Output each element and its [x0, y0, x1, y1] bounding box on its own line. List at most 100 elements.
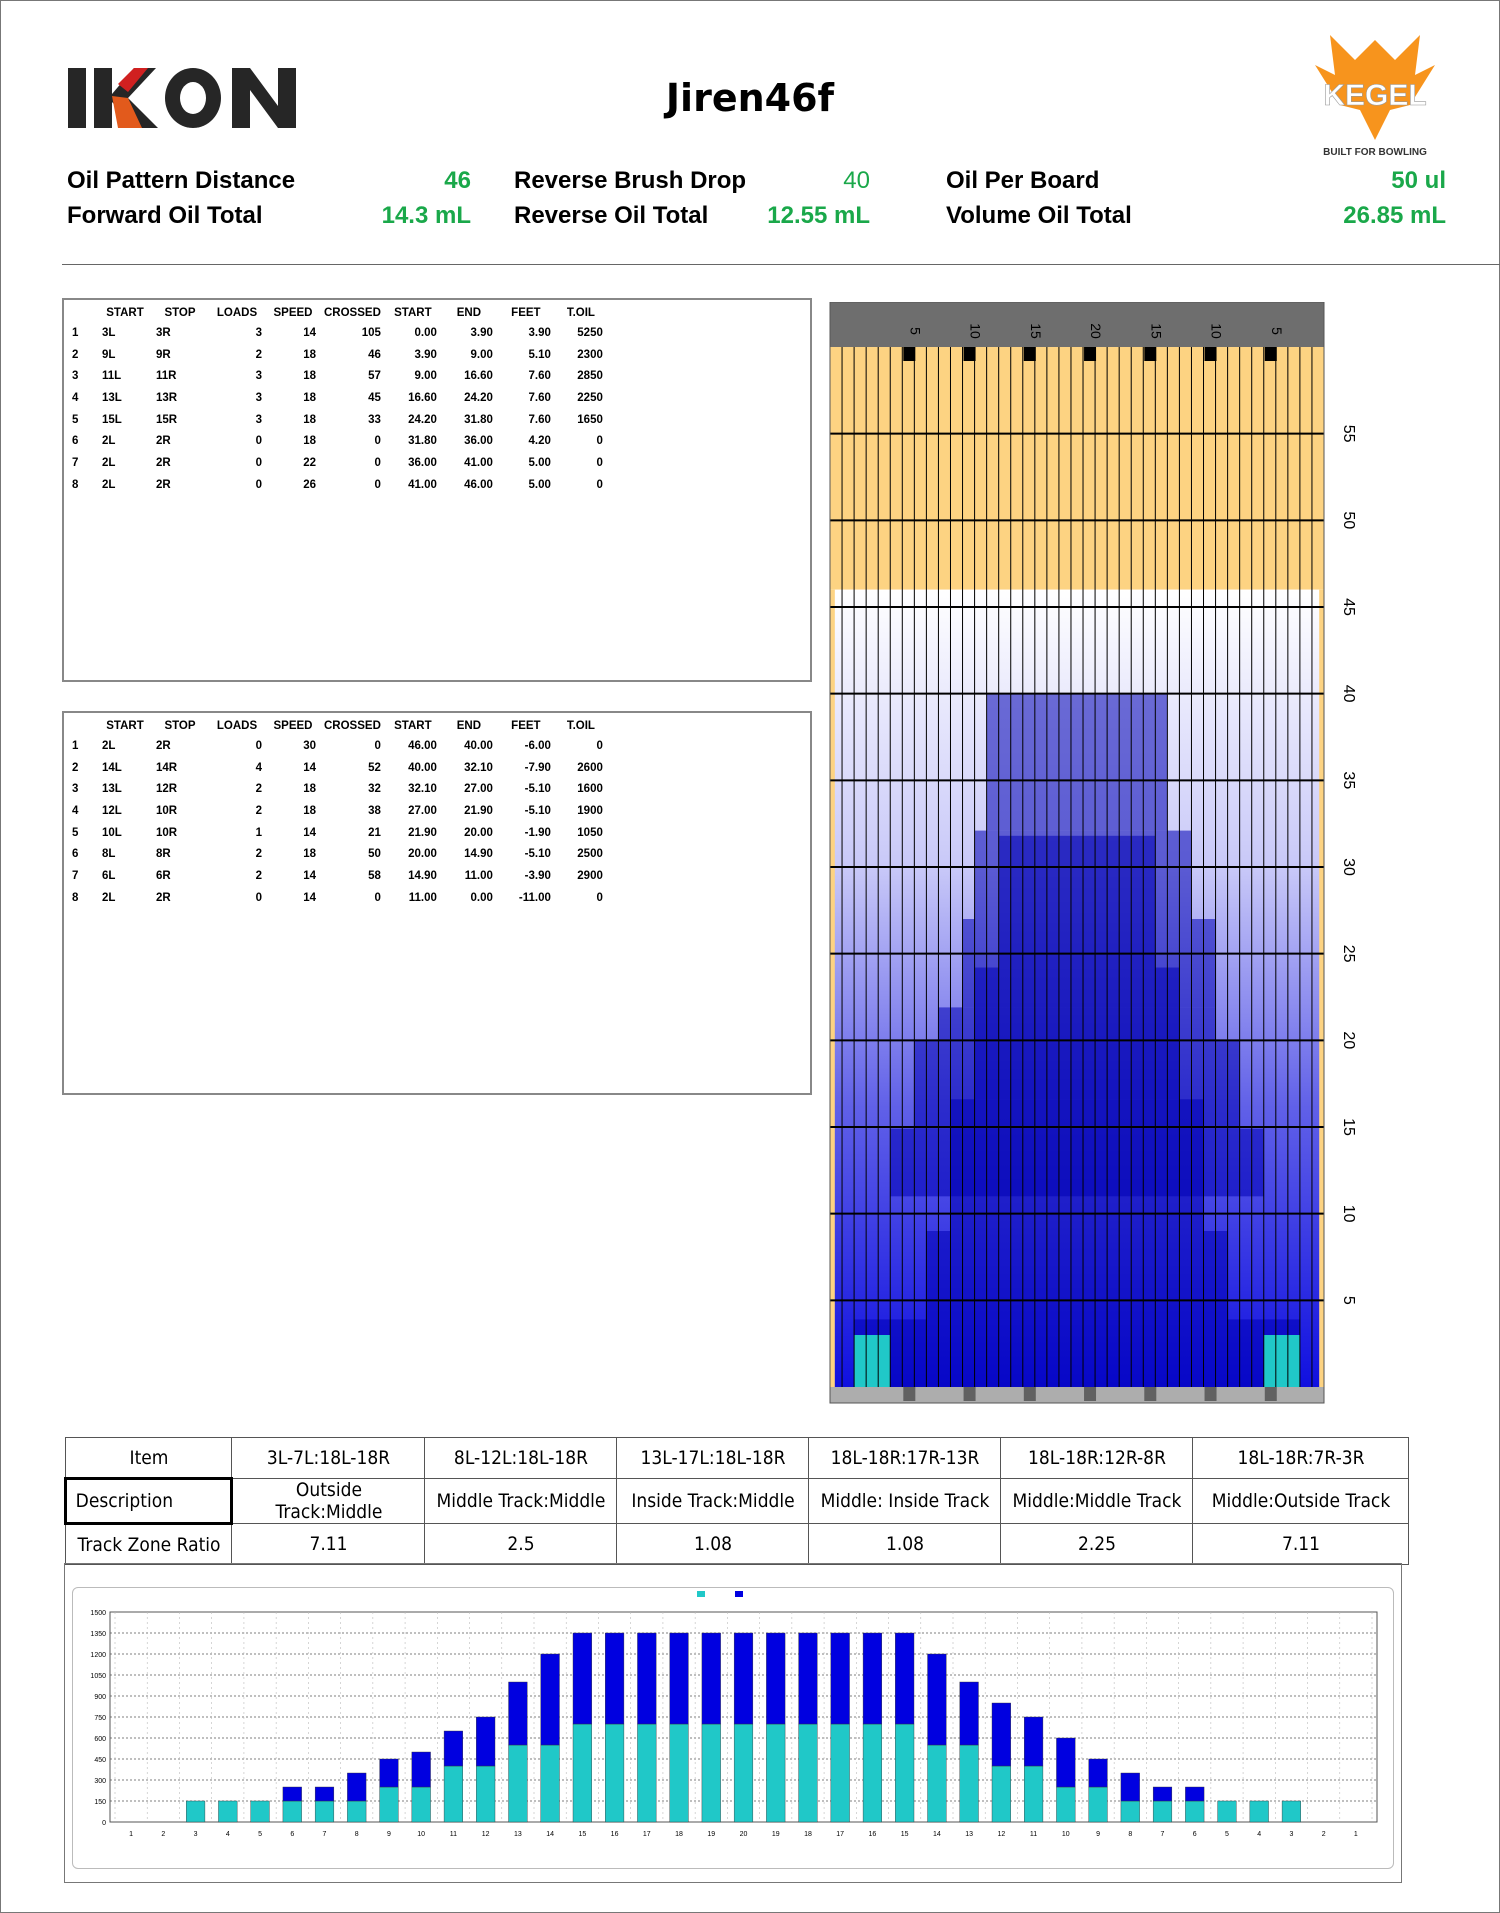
- reverse-cell: 38: [368, 804, 381, 817]
- x-tick-label: 16: [869, 1831, 877, 1838]
- track-zone-header-cell: 13L-17L:18L-18R: [625, 1437, 800, 1479]
- reverse-cell: 2: [255, 783, 262, 796]
- right-edge-strip: [1319, 589, 1324, 1387]
- reverse-cell: 14: [303, 761, 316, 774]
- reverse-cell: 14.90: [464, 848, 493, 861]
- forward-cell: 0: [374, 435, 381, 448]
- reverse-cell: 20.00: [408, 848, 437, 861]
- bar-segment: [572, 1632, 592, 1725]
- forward-cell: 31.80: [408, 435, 437, 448]
- x-tick-label: 4: [226, 1831, 230, 1838]
- bar-segment: [1185, 1800, 1205, 1823]
- reverse-cell: -11.00: [518, 891, 551, 904]
- reverse-row: 6 8L 8R 2 18 50 20.00 14.90 -5.10 2500: [68, 843, 607, 865]
- bar-segment: [701, 1723, 721, 1823]
- bar-segment: [605, 1723, 625, 1823]
- x-tick-label: 18: [804, 1831, 812, 1838]
- oil-pattern-distance-value: 46: [444, 167, 471, 194]
- reverse-cell: 2R: [156, 739, 171, 752]
- forward-cell: 36.00: [464, 435, 493, 448]
- track-zone-description-cell: Middle:Middle Track: [1009, 1478, 1184, 1524]
- bar-segment: [314, 1800, 335, 1823]
- y-tick-label: 150: [94, 1799, 106, 1806]
- distance-label: 5: [1340, 1296, 1357, 1305]
- svg-text:BUILT FOR BOWLING: BUILT FOR BOWLING: [1323, 147, 1427, 158]
- reverse-cell: -6.00: [524, 739, 551, 752]
- oil-pattern-distance-label: Oil Pattern Distance: [67, 167, 296, 194]
- reverse-cell: 21.90: [408, 826, 437, 839]
- track-zone-description-cell: Outside Track:Middle: [240, 1478, 416, 1524]
- x-tick-label: 4: [1257, 1831, 1261, 1838]
- forward-cell: 31.80: [464, 413, 493, 426]
- reverse-cell: 18: [303, 848, 316, 861]
- x-tick-label: 12: [997, 1831, 1005, 1838]
- forward-cell: 0: [255, 456, 262, 469]
- volume-oil-total-label: Volume Oil Total: [946, 202, 1132, 229]
- header-divider: [62, 264, 1500, 265]
- distance-label: 45: [1340, 598, 1357, 616]
- oil-block: [962, 919, 1216, 1008]
- forward-cell: 7.60: [528, 370, 551, 383]
- forward-cell: 9L: [102, 348, 116, 361]
- lane-bottom-bar: [830, 1387, 1324, 1403]
- reverse-row: 7 6L 6R 2 14 58 14.90 11.00 -3.90 2900: [68, 865, 607, 887]
- reverse-cell: 6: [72, 848, 79, 861]
- forward-cell: 2L: [102, 435, 116, 448]
- forward-cell: 26: [303, 478, 316, 491]
- reverse-cell: 11.00: [408, 891, 437, 904]
- bar-segment: [798, 1632, 818, 1725]
- bar-segment: [218, 1800, 238, 1823]
- bar-segment: [733, 1723, 754, 1823]
- reverse-cell: 21: [368, 826, 381, 839]
- x-tick-label: 11: [1030, 1831, 1037, 1838]
- forward-cell: 5: [72, 413, 79, 426]
- bar-segment: [1056, 1737, 1076, 1788]
- bar-segment: [379, 1786, 399, 1823]
- bar-segment: [766, 1632, 786, 1725]
- bar-segment: [1217, 1800, 1237, 1823]
- bar-segment: [637, 1723, 657, 1823]
- ikon-logo: [68, 68, 296, 128]
- forward-cell: 2R: [156, 478, 171, 491]
- reverse-cell: 7: [72, 869, 79, 882]
- distance-label: 25: [1340, 945, 1357, 963]
- x-tick-label: 16: [611, 1831, 619, 1838]
- bar-segment: [1185, 1786, 1205, 1802]
- forward-header-cell: [68, 304, 98, 322]
- dry-lane-area: [830, 347, 1324, 590]
- reverse-cell: 0: [255, 891, 262, 904]
- reverse-cell: 1050: [577, 826, 603, 839]
- x-tick-label: 2: [161, 1831, 165, 1838]
- reverse-cell: 4: [255, 761, 262, 774]
- reverse-cell: 2R: [156, 891, 171, 904]
- reverse-row: 2 14L 14R 4 14 52 40.00 32.10 -7.90 2600: [68, 757, 607, 779]
- reverse-cell: 11.00: [464, 869, 493, 882]
- top-arrow-label: 15: [1028, 323, 1044, 339]
- reverse-cell: 8: [72, 891, 79, 904]
- bar-segment: [733, 1632, 754, 1725]
- forward-cell: 5250: [577, 326, 603, 339]
- oil-block: [890, 1128, 1264, 1197]
- y-tick-label: 750: [94, 1715, 106, 1722]
- forward-cell: 13R: [156, 391, 178, 404]
- bar-segment: [701, 1632, 721, 1725]
- forward-cell: 11L: [102, 370, 122, 383]
- top-arrow-label: 20: [1088, 323, 1104, 339]
- reverse-cell: 10R: [156, 804, 178, 817]
- legend-swatch-2: [735, 1591, 743, 1597]
- bar-segment: [379, 1758, 399, 1788]
- top-arrow-label: 5: [1269, 327, 1285, 335]
- x-tick-label: 13: [514, 1831, 522, 1838]
- forward-cell: 2250: [577, 391, 603, 404]
- reverse-cell: 30: [303, 739, 316, 752]
- arrow-marker-top: [1084, 347, 1097, 361]
- forward-cell: 2R: [156, 435, 171, 448]
- forward-row: 3 11L 11R 3 18 57 9.00 16.60 7.60 2850: [68, 365, 607, 387]
- bar-segment: [1120, 1772, 1140, 1802]
- oil-block: [986, 693, 1168, 831]
- x-tick-label: 14: [546, 1831, 554, 1838]
- track-zone-description-cell: Inside Track:Middle: [625, 1478, 800, 1524]
- forward-oil-total-label: Forward Oil Total: [67, 202, 263, 229]
- forward-header-cell: END: [456, 307, 482, 319]
- forward-cell: 18: [303, 391, 316, 404]
